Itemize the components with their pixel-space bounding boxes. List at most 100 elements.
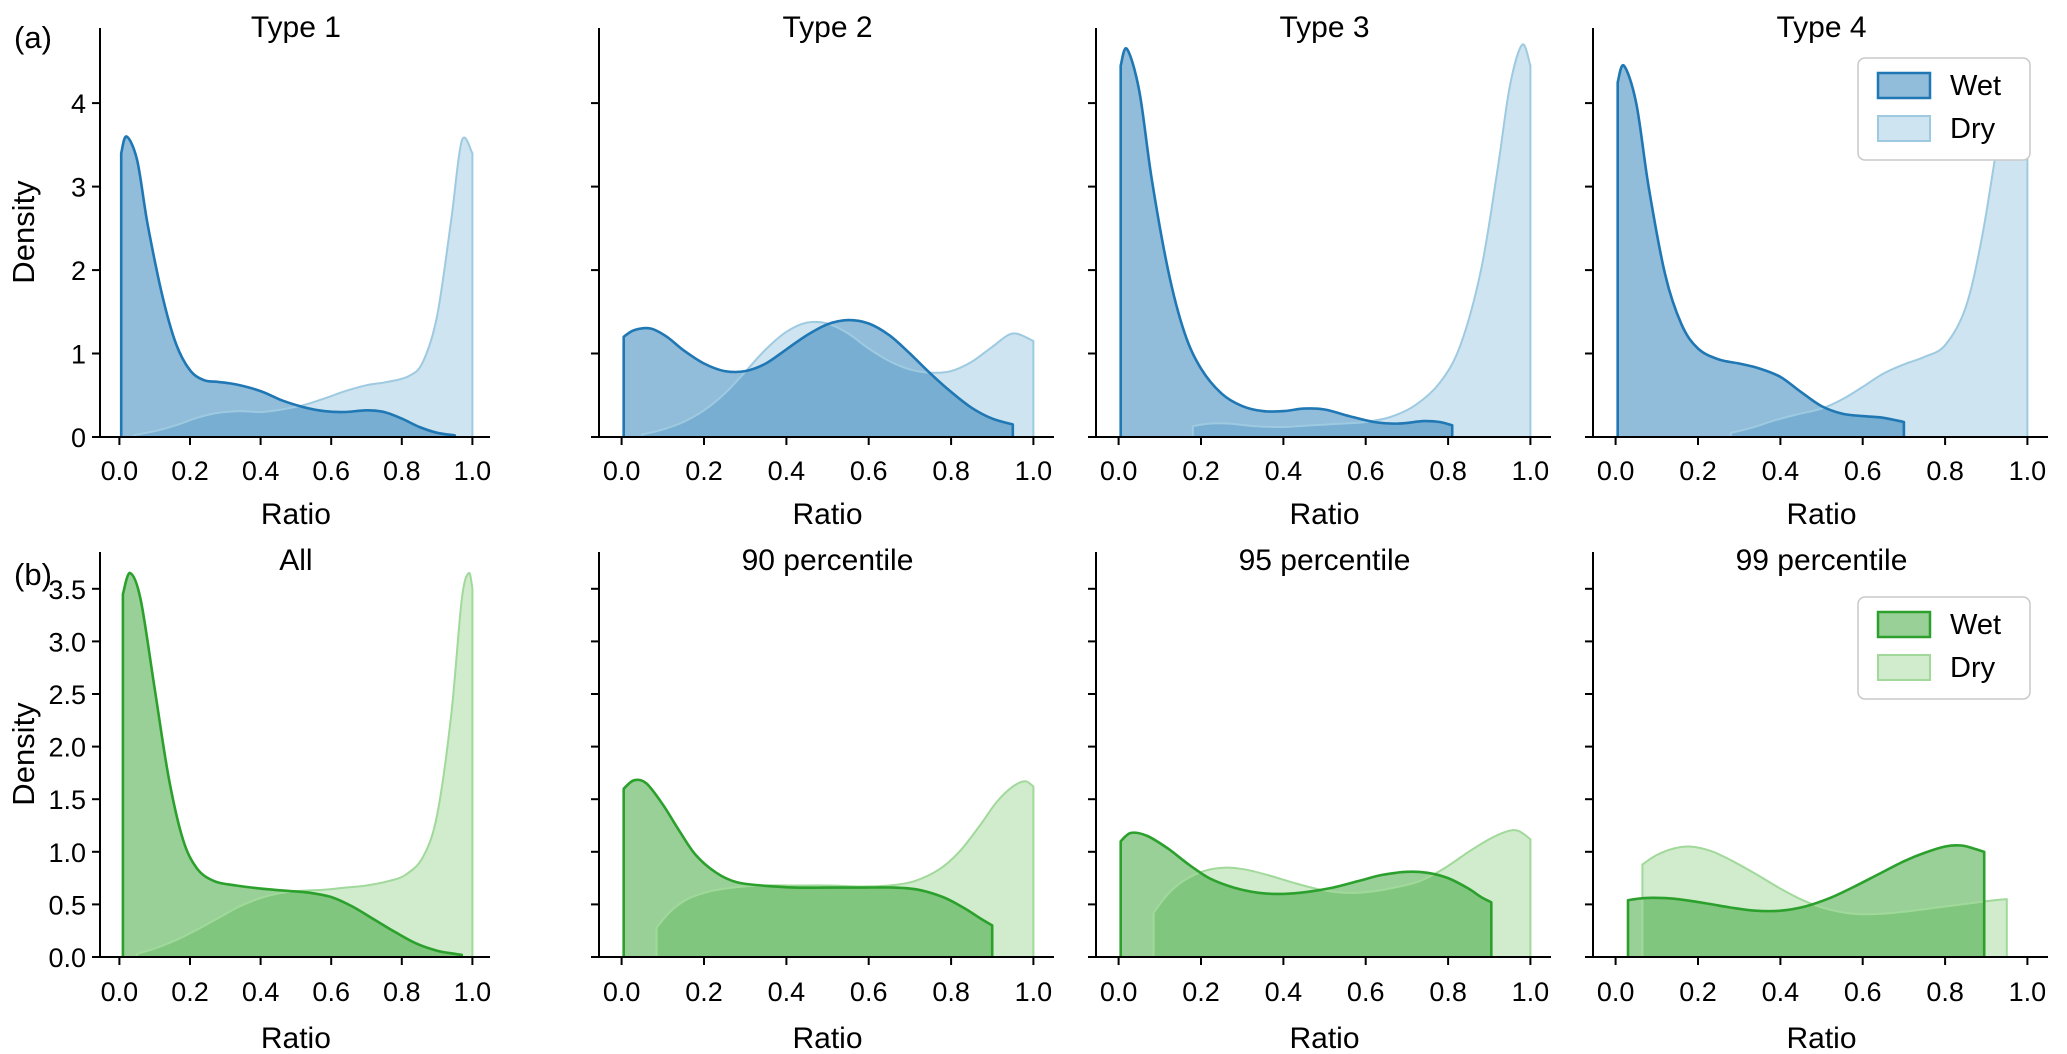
- x-axis-tick-label: 0.6: [312, 977, 350, 1007]
- panel-title: All: [279, 544, 312, 577]
- density-fill-dry: [642, 321, 1034, 437]
- panel-title: Type 2: [782, 11, 872, 44]
- x-axis-tick-label: 0.4: [768, 456, 806, 486]
- density-fill-wet: [1617, 65, 1904, 437]
- x-axis-tick-label: 0.6: [1347, 977, 1385, 1007]
- x-axis-tick-label: 0.0: [1100, 456, 1138, 486]
- panel-title: Type 4: [1776, 11, 1866, 44]
- legend-swatch-dry: [1877, 654, 1931, 681]
- x-axis-tick-label: 0.8: [1429, 977, 1467, 1007]
- x-axis-tick-label: 0.6: [1844, 977, 1882, 1007]
- legend-label-dry: Dry: [1950, 113, 1996, 145]
- y-axis-tick-label: 0: [71, 423, 86, 453]
- y-axis-tick-label: 2: [71, 256, 86, 286]
- panel-95-percentile: 0.0 0.2 0.4 0.6 0.8 1.0 95 percentile Ratio: [1074, 527, 1571, 1054]
- x-axis-tick-label: 1.0: [2009, 456, 2047, 486]
- panel-type-3: 0.0 0.2 0.4 0.6 0.8 1.0 Type 3 Ratio: [1074, 0, 1571, 531]
- x-axis-tick-label: 0.2: [1679, 456, 1717, 486]
- density-curve-dry: [1191, 43, 1532, 437]
- panel-title: 95 percentile: [1239, 544, 1411, 577]
- x-axis-tick-label: 0.4: [1762, 977, 1800, 1007]
- row-label: (b): [14, 557, 52, 592]
- x-axis-tick-label: 0.4: [1265, 456, 1303, 486]
- legend-label-wet: Wet: [1950, 70, 2001, 102]
- y-axis-tick-label: 1.0: [48, 838, 86, 868]
- density-fill-wet: [623, 779, 993, 957]
- x-axis-label: Ratio: [792, 498, 862, 531]
- x-axis-tick-label: 1.0: [2009, 977, 2047, 1007]
- panel-title: Type 3: [1279, 11, 1369, 44]
- panel-title: Type 1: [251, 11, 341, 44]
- x-axis-tick-label: 0.6: [312, 456, 350, 486]
- density-curve-wet: [1626, 844, 1986, 957]
- x-axis-tick-label: 0.2: [171, 977, 209, 1007]
- x-axis-tick-label: 0.0: [1100, 977, 1138, 1007]
- panel-90-percentile: 0.0 0.2 0.4 0.6 0.8 1.0 90 percentile Ratio: [577, 527, 1074, 1054]
- legend: Wet Dry: [1857, 57, 2031, 161]
- x-axis-tick-label: 0.0: [1597, 977, 1635, 1007]
- density-curve-wet: [1119, 46, 1454, 437]
- density-fill-wet: [121, 136, 455, 437]
- x-axis-tick-label: 0.2: [685, 456, 723, 486]
- x-axis-tick-label: 0.4: [768, 977, 806, 1007]
- density-fill-dry: [1642, 846, 2007, 957]
- density-curve-wet: [1119, 831, 1493, 957]
- density-curve-dry: [1152, 829, 1532, 957]
- x-axis-tick-label: 0.0: [603, 977, 641, 1007]
- density-curve-dry: [132, 136, 474, 437]
- y-axis-tick-label: 3.0: [48, 627, 86, 657]
- y-axis-tick-label: 2.5: [48, 680, 86, 710]
- x-axis-tick-label: 0.6: [1347, 456, 1385, 486]
- x-axis-tick-label: 0.4: [1762, 456, 1800, 486]
- density-fill-dry: [656, 781, 1034, 957]
- density-curve-dry: [641, 320, 1035, 437]
- row-label: (a): [14, 20, 52, 55]
- x-axis-tick-label: 1.0: [1015, 977, 1053, 1007]
- x-axis-tick-label: 0.8: [383, 456, 421, 486]
- density-curve-wet: [622, 778, 994, 957]
- x-axis-tick-label: 1.0: [1512, 977, 1550, 1007]
- density-fill-wet: [122, 572, 462, 957]
- y-axis-tick-label: 0.5: [48, 890, 86, 920]
- x-axis-tick-label: 0.2: [1182, 456, 1220, 486]
- density-fill-dry: [1192, 44, 1531, 437]
- panel-type-2: 0.0 0.2 0.4 0.6 0.8 1.0 Type 2 Ratio: [577, 0, 1074, 531]
- legend: Wet Dry: [1857, 596, 2031, 700]
- x-axis-tick-label: 0.6: [850, 456, 888, 486]
- y-axis-tick-label: 3: [71, 173, 86, 203]
- x-axis-tick-label: 0.4: [1265, 977, 1303, 1007]
- x-axis-tick-label: 0.2: [685, 977, 723, 1007]
- x-axis-label: Ratio: [261, 1022, 331, 1054]
- x-axis-tick-label: 0.8: [1926, 977, 1964, 1007]
- x-axis-tick-label: 1.0: [454, 977, 492, 1007]
- y-axis-tick-label: 0.0: [48, 943, 86, 973]
- legend-swatch-wet: [1876, 71, 1932, 100]
- x-axis-label: Ratio: [1289, 1022, 1359, 1054]
- x-axis-tick-label: 0.4: [242, 977, 280, 1007]
- x-axis-tick-label: 0.0: [101, 977, 139, 1007]
- density-fill-wet: [1120, 48, 1453, 437]
- x-axis-tick-label: 0.8: [383, 977, 421, 1007]
- x-axis-tick-label: 0.2: [1182, 977, 1220, 1007]
- x-axis-tick-label: 1.0: [454, 456, 492, 486]
- x-axis-tick-label: 0.6: [850, 977, 888, 1007]
- density-fill-dry: [137, 572, 473, 957]
- x-axis-label: Ratio: [792, 1022, 862, 1054]
- legend-swatch-dry: [1877, 115, 1931, 142]
- legend-label-dry: Dry: [1950, 652, 1996, 684]
- density-fill-dry: [133, 137, 473, 437]
- x-axis-tick-label: 0.0: [1597, 456, 1635, 486]
- density-curve-wet: [1616, 63, 1906, 437]
- panel-all: 0.0 0.2 0.4 0.6 0.8 1.0 0.0 0.5 1.0 1.5 2.0 2.5 3.0 3…: [0, 527, 577, 1054]
- y-axis-tick-label: 2.0: [48, 733, 86, 763]
- legend-swatch-wet: [1876, 610, 1932, 639]
- y-axis-tick-label: 3.5: [48, 575, 86, 605]
- density-fill-dry: [1730, 61, 2028, 437]
- panel-99-percentile: 0.0 0.2 0.4 0.6 0.8 1.0 99 percentile Ratio Wet D…: [1571, 527, 2067, 1054]
- panel-type-1: 0.0 0.2 0.4 0.6 0.8 1.0 0 1 2 3 4 Type 1 Ratio Densit…: [0, 0, 577, 531]
- x-axis-tick-label: 0.0: [101, 456, 139, 486]
- y-axis-label: Density: [6, 702, 41, 806]
- panel-title: 99 percentile: [1736, 544, 1908, 577]
- x-axis-tick-label: 0.8: [1926, 456, 1964, 486]
- y-axis-tick-label: 4: [71, 89, 86, 119]
